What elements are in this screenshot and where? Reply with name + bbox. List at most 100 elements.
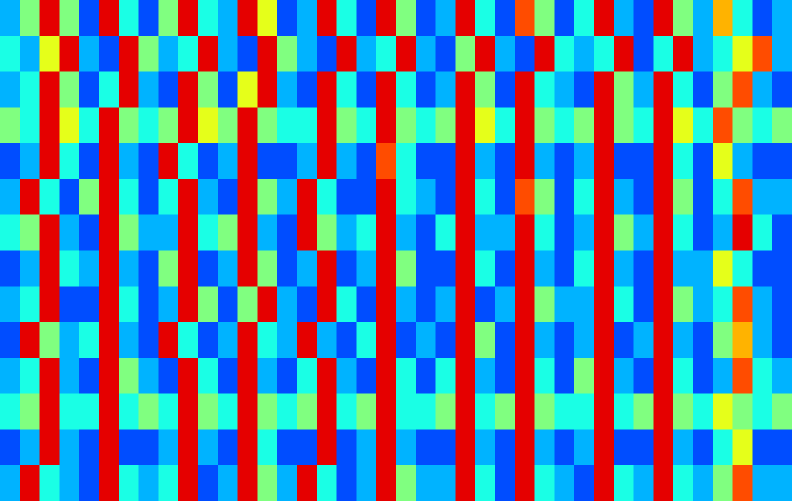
heatmap-cell [634,179,654,215]
heatmap-cell [317,251,337,287]
heatmap-cell [178,322,198,358]
heatmap-cell [376,215,396,251]
heatmap-cell [535,179,555,215]
heatmap-cell [455,429,475,465]
heatmap-cell [79,107,99,143]
heatmap-cell [119,107,139,143]
heatmap-cell [713,322,733,358]
heatmap-cell [317,36,337,72]
heatmap-cell [416,107,436,143]
heatmap-cell [772,394,792,430]
heatmap-cell [455,143,475,179]
heatmap-cell [99,143,119,179]
heatmap-cell [20,429,40,465]
heatmap-cell [79,143,99,179]
heatmap-cell [396,394,416,430]
heatmap-cell [238,72,258,108]
heatmap-cell [733,322,753,358]
heatmap-cell [594,215,614,251]
heatmap-cell [554,465,574,501]
heatmap-cell [634,322,654,358]
heatmap-cell [535,143,555,179]
heatmap-cell [396,215,416,251]
heatmap-cell [119,286,139,322]
heatmap-cell [455,179,475,215]
heatmap-cell [99,215,119,251]
heatmap-cell [772,179,792,215]
heatmap-cell [436,179,456,215]
heatmap-cell [158,36,178,72]
heatmap-cell [257,429,277,465]
heatmap-cell [574,429,594,465]
heatmap-cell [416,179,436,215]
heatmap-cell [238,36,258,72]
heatmap-cell [257,179,277,215]
heatmap-cell [475,179,495,215]
heatmap-cell [673,36,693,72]
heatmap-cell [653,215,673,251]
heatmap-cell [376,322,396,358]
heatmap-cell [0,394,20,430]
heatmap-cell [594,0,614,36]
heatmap-cell [416,394,436,430]
heatmap-cell [20,215,40,251]
heatmap-cell [238,251,258,287]
heatmap-cell [317,465,337,501]
heatmap-cell [317,179,337,215]
heatmap-cell [178,179,198,215]
heatmap-cell [515,429,535,465]
heatmap-cell [337,394,357,430]
heatmap-cell [40,72,60,108]
heatmap-cell [297,394,317,430]
heatmap-cell [139,107,159,143]
heatmap-cell [79,394,99,430]
heatmap-cell [297,107,317,143]
heatmap-cell [277,107,297,143]
heatmap-cell [0,0,20,36]
heatmap-cell [653,143,673,179]
heatmap-cell [238,429,258,465]
heatmap-cell [0,143,20,179]
heatmap-cell [376,429,396,465]
heatmap-cell [178,394,198,430]
heatmap-cell [693,429,713,465]
heatmap-cell [277,286,297,322]
heatmap-cell [356,251,376,287]
heatmap-cell [0,251,20,287]
heatmap-cell [20,72,40,108]
heatmap-cell [59,286,79,322]
heatmap-cell [40,286,60,322]
heatmap-cell [0,36,20,72]
heatmap-cell [752,72,772,108]
heatmap-cell [594,251,614,287]
heatmap-cell [158,143,178,179]
heatmap-cell [99,107,119,143]
heatmap-cell [257,394,277,430]
heatmap-cell [416,429,436,465]
heatmap-cell [535,465,555,501]
heatmap-cell [376,143,396,179]
heatmap-cell [376,358,396,394]
heatmap-cell [535,107,555,143]
heatmap-cell [376,251,396,287]
heatmap-cell [673,286,693,322]
heatmap-cell [238,465,258,501]
heatmap-cell [673,215,693,251]
heatmap-cell [139,72,159,108]
heatmap-cell [20,143,40,179]
heatmap-cell [535,0,555,36]
heatmap-cell [218,465,238,501]
heatmap-cell [535,394,555,430]
heatmap-cell [535,36,555,72]
heatmap-cell [693,72,713,108]
heatmap-cell [337,107,357,143]
heatmap-cell [119,251,139,287]
heatmap-cell [673,358,693,394]
heatmap-cell [475,36,495,72]
heatmap-cell [178,0,198,36]
heatmap-cell [436,251,456,287]
heatmap-cell [515,72,535,108]
heatmap-cell [495,251,515,287]
heatmap-cell [416,322,436,358]
heatmap-cell [59,394,79,430]
